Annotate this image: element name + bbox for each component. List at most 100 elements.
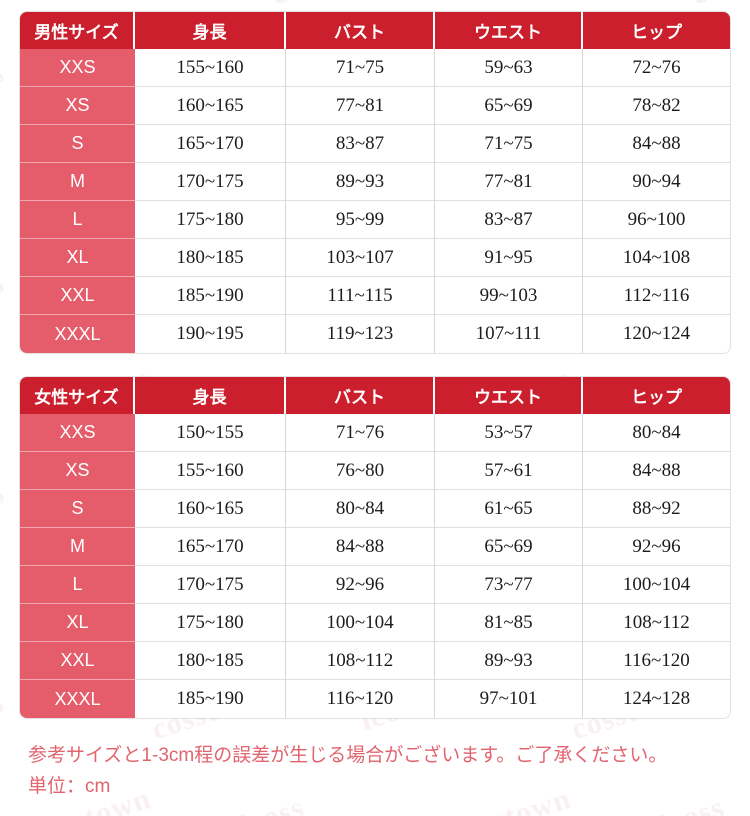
mens-size-table: 男性サイズ 身長 バスト ウエスト ヒップ XXS 155~160 71~75 … <box>20 12 730 353</box>
cell-height: 185~190 <box>135 680 286 718</box>
cell-hip: 112~116 <box>583 277 730 315</box>
womens-table-body: XXS 150~155 71~76 53~57 80~84 XS 155~160… <box>20 414 730 718</box>
cell-size: XXXL <box>20 315 135 353</box>
cell-waist: 83~87 <box>435 201 583 239</box>
cell-size: M <box>20 163 135 201</box>
cell-bust: 119~123 <box>286 315 435 353</box>
cell-hip: 120~124 <box>583 315 730 353</box>
header-cell-waist: ウエスト <box>435 377 583 414</box>
header-cell-height: 身長 <box>135 12 286 49</box>
table-row: XXS 150~155 71~76 53~57 80~84 <box>20 414 730 452</box>
cell-waist: 61~65 <box>435 490 583 528</box>
header-cell-height: 身長 <box>135 377 286 414</box>
cell-waist: 53~57 <box>435 414 583 452</box>
table-separator <box>20 353 730 377</box>
cell-size: XXXL <box>20 680 135 718</box>
cell-size: XXL <box>20 642 135 680</box>
cell-size: XL <box>20 604 135 642</box>
cell-height: 175~180 <box>135 604 286 642</box>
cell-height: 185~190 <box>135 277 286 315</box>
cell-height: 180~185 <box>135 239 286 277</box>
cell-height: 175~180 <box>135 201 286 239</box>
cell-bust: 100~104 <box>286 604 435 642</box>
header-row: 男性サイズ 身長 バスト ウエスト ヒップ <box>20 12 730 49</box>
header-cell-size: 女性サイズ <box>20 377 135 414</box>
cell-height: 160~165 <box>135 490 286 528</box>
cell-hip: 100~104 <box>583 566 730 604</box>
table-row: S 160~165 80~84 61~65 88~92 <box>20 490 730 528</box>
header-row: 女性サイズ 身長 バスト ウエスト ヒップ <box>20 377 730 414</box>
cell-height: 150~155 <box>135 414 286 452</box>
cell-hip: 84~88 <box>583 125 730 163</box>
cell-waist: 73~77 <box>435 566 583 604</box>
cell-bust: 77~81 <box>286 87 435 125</box>
cell-bust: 83~87 <box>286 125 435 163</box>
cell-hip: 80~84 <box>583 414 730 452</box>
cell-hip: 96~100 <box>583 201 730 239</box>
table-row: L 170~175 92~96 73~77 100~104 <box>20 566 730 604</box>
mens-table-header: 男性サイズ 身長 バスト ウエスト ヒップ <box>20 12 730 49</box>
table-row: XXS 155~160 71~75 59~63 72~76 <box>20 49 730 87</box>
cell-hip: 116~120 <box>583 642 730 680</box>
cell-hip: 90~94 <box>583 163 730 201</box>
cell-bust: 84~88 <box>286 528 435 566</box>
table-row: L 175~180 95~99 83~87 96~100 <box>20 201 730 239</box>
cell-size: XXS <box>20 414 135 452</box>
table-row: M 170~175 89~93 77~81 90~94 <box>20 163 730 201</box>
cell-height: 170~175 <box>135 566 286 604</box>
cell-bust: 71~75 <box>286 49 435 87</box>
womens-table-header: 女性サイズ 身長 バスト ウエスト ヒップ <box>20 377 730 414</box>
table-row: XL 180~185 103~107 91~95 104~108 <box>20 239 730 277</box>
cell-waist: 57~61 <box>435 452 583 490</box>
header-cell-hip: ヒップ <box>583 377 730 414</box>
cell-waist: 81~85 <box>435 604 583 642</box>
cell-size: S <box>20 490 135 528</box>
cell-bust: 111~115 <box>286 277 435 315</box>
cell-height: 180~185 <box>135 642 286 680</box>
cell-hip: 72~76 <box>583 49 730 87</box>
cell-size: M <box>20 528 135 566</box>
header-cell-size: 男性サイズ <box>20 12 135 49</box>
header-cell-bust: バスト <box>286 12 435 49</box>
table-row: XXL 185~190 111~115 99~103 112~116 <box>20 277 730 315</box>
header-cell-hip: ヒップ <box>583 12 730 49</box>
cell-height: 165~170 <box>135 125 286 163</box>
cell-size: XXL <box>20 277 135 315</box>
cell-height: 155~160 <box>135 49 286 87</box>
cell-bust: 92~96 <box>286 566 435 604</box>
cell-waist: 97~101 <box>435 680 583 718</box>
cell-hip: 88~92 <box>583 490 730 528</box>
header-cell-bust: バスト <box>286 377 435 414</box>
cell-bust: 108~112 <box>286 642 435 680</box>
cell-waist: 99~103 <box>435 277 583 315</box>
cell-size: XS <box>20 87 135 125</box>
cell-waist: 59~63 <box>435 49 583 87</box>
cell-waist: 89~93 <box>435 642 583 680</box>
table-row: XS 160~165 77~81 65~69 78~82 <box>20 87 730 125</box>
table-row: XXL 180~185 108~112 89~93 116~120 <box>20 642 730 680</box>
cell-size: S <box>20 125 135 163</box>
cell-bust: 95~99 <box>286 201 435 239</box>
cell-hip: 104~108 <box>583 239 730 277</box>
cell-bust: 76~80 <box>286 452 435 490</box>
cell-bust: 116~120 <box>286 680 435 718</box>
cell-hip: 92~96 <box>583 528 730 566</box>
cell-size: L <box>20 566 135 604</box>
footer-notes: 参考サイズと1-3cm程の誤差が生じる場合がございます。ご了承ください。 単位：… <box>20 740 730 802</box>
womens-size-table: 女性サイズ 身長 バスト ウエスト ヒップ XXS 150~155 71~76 … <box>20 377 730 718</box>
cell-height: 160~165 <box>135 87 286 125</box>
cell-bust: 71~76 <box>286 414 435 452</box>
table-row: XL 175~180 100~104 81~85 108~112 <box>20 604 730 642</box>
cell-bust: 89~93 <box>286 163 435 201</box>
cell-waist: 71~75 <box>435 125 583 163</box>
cell-height: 155~160 <box>135 452 286 490</box>
table-row: XXXL 190~195 119~123 107~111 120~124 <box>20 315 730 353</box>
table-row: M 165~170 84~88 65~69 92~96 <box>20 528 730 566</box>
cell-hip: 78~82 <box>583 87 730 125</box>
table-row: XS 155~160 76~80 57~61 84~88 <box>20 452 730 490</box>
cell-height: 165~170 <box>135 528 286 566</box>
cell-hip: 124~128 <box>583 680 730 718</box>
table-row: XXXL 185~190 116~120 97~101 124~128 <box>20 680 730 718</box>
header-cell-waist: ウエスト <box>435 12 583 49</box>
cell-hip: 84~88 <box>583 452 730 490</box>
